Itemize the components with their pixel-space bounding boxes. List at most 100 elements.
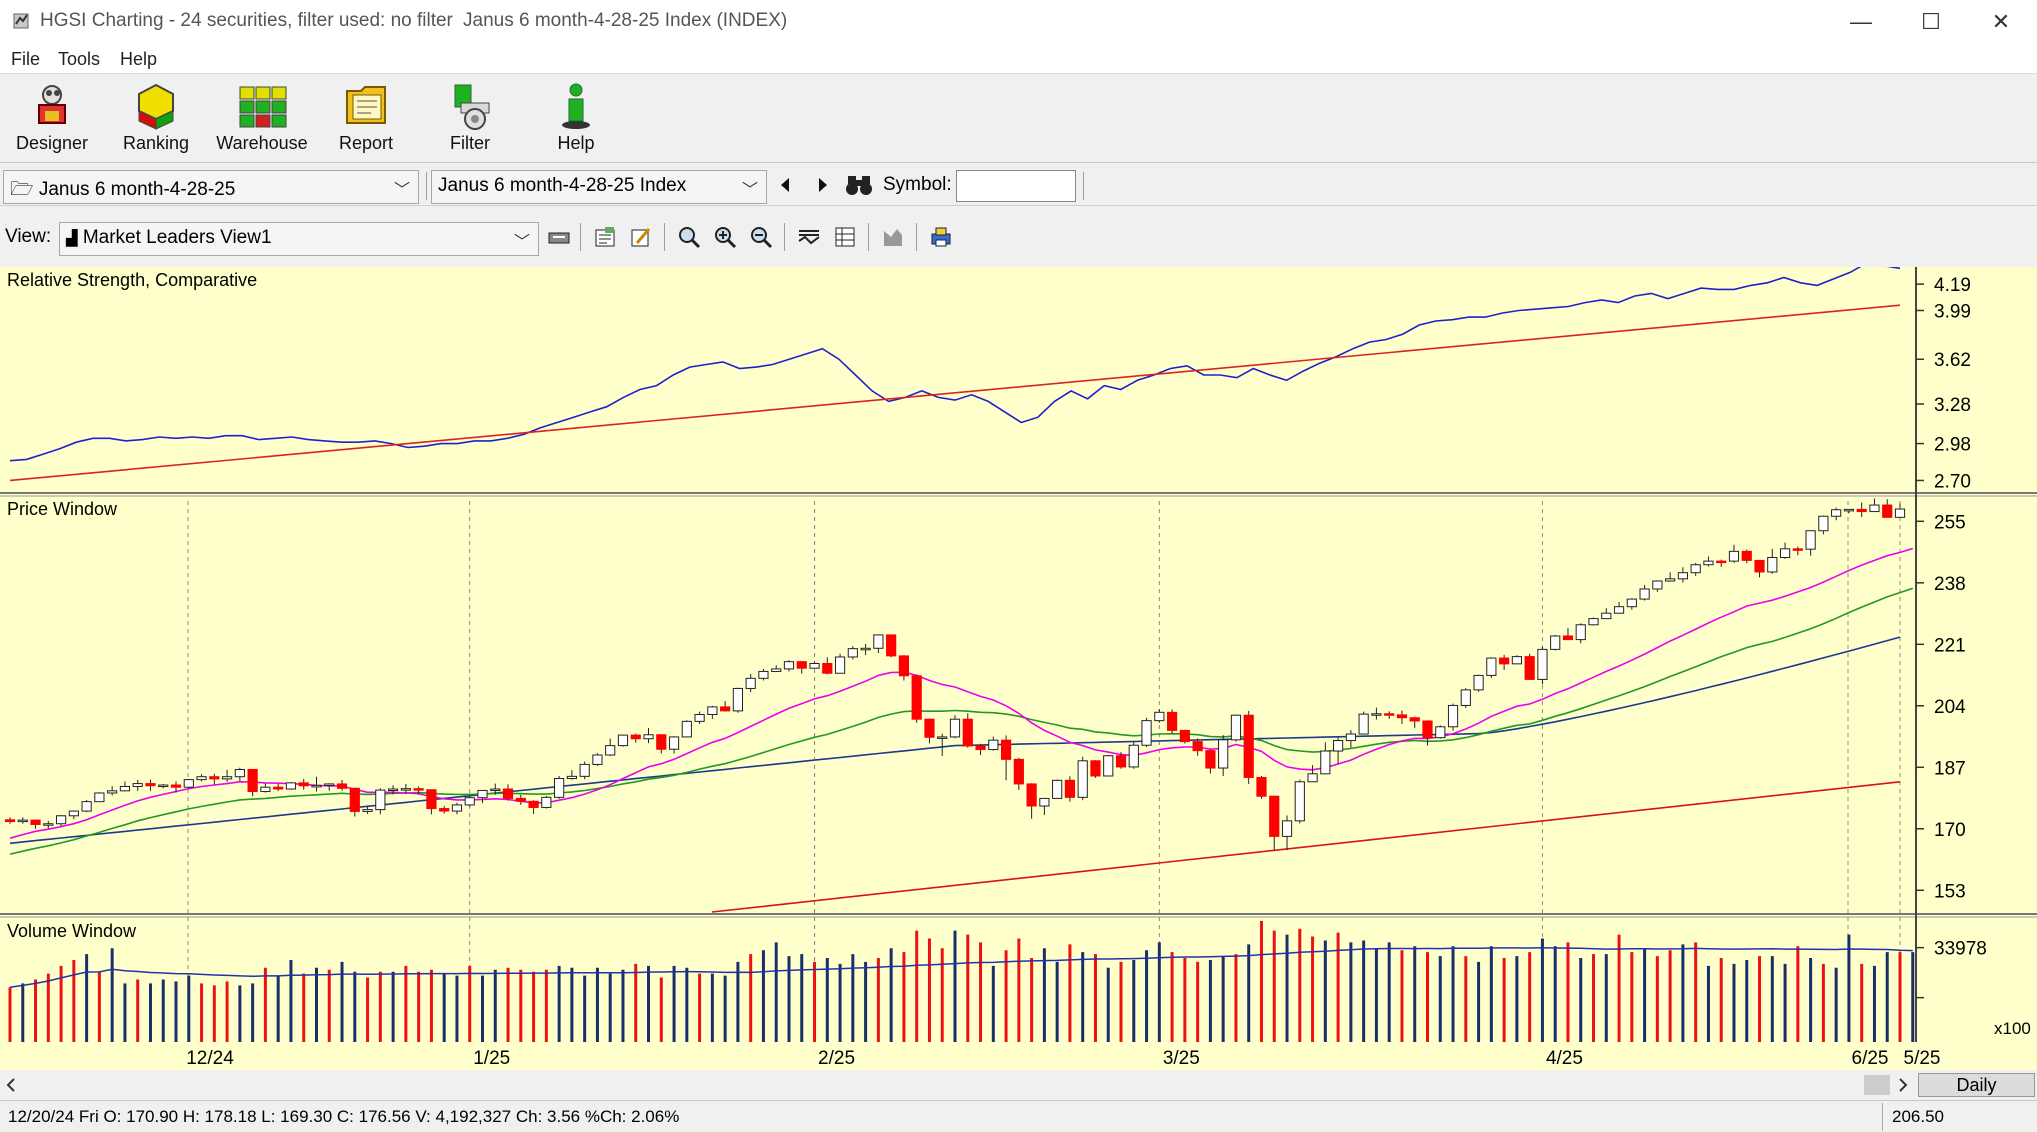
candle-body xyxy=(515,797,526,802)
x-tick-label: 2/25 xyxy=(818,1048,855,1069)
chart-properties-button[interactable] xyxy=(590,222,620,252)
candle-body xyxy=(132,783,143,787)
volume-tick-label: 33978 xyxy=(1934,939,1987,960)
designer-button[interactable]: Designer xyxy=(4,79,100,161)
candle-body xyxy=(1205,750,1216,769)
candle-body xyxy=(1128,744,1139,768)
candle-body xyxy=(1575,624,1586,641)
print-button[interactable] xyxy=(926,222,956,252)
next-security-button[interactable] xyxy=(812,170,834,200)
chart-canvas[interactable]: 12/24 1/25 2/25 3/25 4/25 5/25 6/25 4.19 3.99 3.6… xyxy=(0,267,2037,1070)
rs-tick-label: 2.98 xyxy=(1934,435,1971,456)
candle-body xyxy=(1358,713,1369,735)
filter-button[interactable]: Filter xyxy=(422,79,518,161)
warehouse-button[interactable]: Warehouse xyxy=(214,79,310,161)
period-tab-daily[interactable]: Daily xyxy=(1918,1073,2035,1097)
rs-line xyxy=(9,267,1901,462)
view-select-value: Market Leaders View1 xyxy=(82,227,272,248)
list-select[interactable]: 🗁 Janus 6 month-4-28-25 ﹀ xyxy=(3,170,419,204)
x-tick-label: 6/25 xyxy=(1852,1048,1889,1069)
report-button[interactable]: Report xyxy=(318,79,414,161)
zoom-out-icon xyxy=(751,227,773,249)
compare-button[interactable] xyxy=(794,222,824,252)
candle-body xyxy=(1716,560,1727,564)
candle-body xyxy=(1741,550,1752,561)
menu-tools[interactable]: Tools xyxy=(58,49,101,69)
toolbar-separator xyxy=(580,223,581,251)
candle-body xyxy=(937,736,948,739)
binoculars-icon xyxy=(846,176,872,195)
previous-security-button[interactable] xyxy=(774,170,796,200)
ranking-icon xyxy=(138,83,174,130)
candle-body xyxy=(451,804,463,812)
candle-body xyxy=(720,706,731,712)
x-tick-label: 3/25 xyxy=(1163,1048,1200,1069)
candle-body xyxy=(566,775,577,780)
minimize-button[interactable]: — xyxy=(1850,9,1872,34)
price-tick-label: 153 xyxy=(1934,881,1966,902)
candle-body xyxy=(1626,598,1637,608)
main-toolbar: Designer Ranking Warehouse xyxy=(0,75,2037,163)
candle-body xyxy=(68,810,79,817)
candle-body xyxy=(1728,550,1740,562)
menu-help[interactable]: Help xyxy=(120,49,158,69)
security-select-value: Janus 6 month-4-28-25 Index xyxy=(438,175,687,196)
volume-panel-title: Volume Window xyxy=(7,921,137,941)
scrollbar-thumb[interactable] xyxy=(1864,1075,1890,1095)
candle-body xyxy=(796,661,807,669)
candle-body xyxy=(1856,508,1867,513)
close-button[interactable]: ✕ xyxy=(1991,9,2011,34)
ranking-button[interactable]: Ranking xyxy=(108,79,204,161)
maximize-button[interactable]: ☐ xyxy=(1921,9,1941,34)
symbol-input[interactable] xyxy=(956,170,1076,202)
candle-body xyxy=(1460,689,1471,706)
data-table-button[interactable] xyxy=(830,222,860,252)
candle-body xyxy=(707,706,718,715)
triangle-left-icon xyxy=(781,178,789,192)
save-view-button[interactable] xyxy=(544,222,574,252)
horizontal-scrollbar[interactable] xyxy=(0,1073,1916,1097)
drawing-tool-button[interactable] xyxy=(878,222,908,252)
zoom-in-button[interactable] xyxy=(710,222,740,252)
edit-chart-button[interactable] xyxy=(626,222,656,252)
candle-body xyxy=(1000,739,1012,760)
rs-panel-title: Relative Strength, Comparative xyxy=(7,270,258,290)
menu-bar: File Tools Help xyxy=(0,44,2037,74)
candle-body xyxy=(1384,713,1395,716)
candle-body xyxy=(439,808,450,812)
zoom-out-button[interactable] xyxy=(746,222,776,252)
candle-body xyxy=(579,763,590,777)
x-tick-label: 12/24 xyxy=(186,1048,234,1069)
candle-body xyxy=(1652,580,1663,590)
candle-body xyxy=(1013,758,1024,785)
price-tick-label: 255 xyxy=(1934,512,1966,533)
candle-body xyxy=(158,784,169,788)
menu-file[interactable]: File xyxy=(11,49,41,69)
ma-long-line xyxy=(9,636,1901,845)
ma-mid-line xyxy=(9,587,1914,855)
warehouse-icon xyxy=(239,86,287,128)
candle-body xyxy=(1103,755,1114,777)
candle-body xyxy=(834,656,846,674)
help-button[interactable]: Help xyxy=(528,79,624,161)
scroll-right-icon[interactable] xyxy=(1898,1077,1908,1093)
security-select[interactable]: Janus 6 month-4-28-25 Index ﹀ xyxy=(431,170,767,204)
candle-body xyxy=(1511,656,1522,665)
candle-body xyxy=(413,788,424,791)
candle-body xyxy=(1486,657,1497,676)
find-button[interactable] xyxy=(844,170,874,200)
zoom-button[interactable] xyxy=(674,222,704,252)
volume-multiplier: x100 xyxy=(1994,1019,2031,1038)
candle-body xyxy=(962,718,973,747)
rs-tick-label: 2.70 xyxy=(1934,471,1971,492)
candle-body xyxy=(388,788,399,792)
candle-body xyxy=(349,787,360,812)
scroll-left-icon[interactable] xyxy=(6,1077,16,1093)
candle-body xyxy=(1090,760,1101,777)
candle-body xyxy=(860,647,871,651)
window-subtitle: Janus 6 month-4-28-25 Index (INDEX) xyxy=(463,10,788,31)
candle-body xyxy=(43,823,54,826)
candle-body xyxy=(1141,720,1152,746)
x-tick-label: 4/25 xyxy=(1546,1048,1583,1069)
view-select[interactable]: ▟ Market Leaders View1 ﹀ xyxy=(59,222,539,256)
